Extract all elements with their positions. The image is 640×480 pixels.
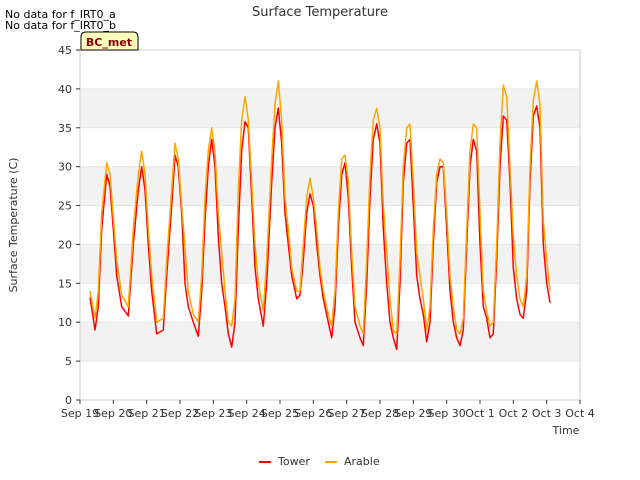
grid-band <box>80 361 580 400</box>
no-data-note-b: No data for f_IRT0_b <box>5 19 117 32</box>
x-tick-label: Sep 30 <box>428 407 466 420</box>
x-tick-label: Sep 24 <box>228 407 266 420</box>
x-tick-label: Sep 28 <box>361 407 399 420</box>
y-tick-label: 45 <box>58 44 72 57</box>
grid-band <box>80 50 580 89</box>
plot-frame <box>79 49 581 401</box>
y-tick-label: 15 <box>58 277 72 290</box>
x-tick-label: Sep 22 <box>161 407 199 420</box>
y-tick-label: 5 <box>65 355 72 368</box>
grid-band <box>80 166 580 206</box>
x-tick-label: Oct 2 <box>499 407 529 420</box>
y-tick-label: 20 <box>58 238 72 251</box>
grid-bands <box>80 50 580 400</box>
x-tick-label: Sep 21 <box>128 407 166 420</box>
x-tick-label: Sep 29 <box>394 407 432 420</box>
grid-band <box>80 244 580 284</box>
chart-title: Surface Temperature <box>252 5 388 20</box>
x-tick-label: Sep 26 <box>294 407 332 420</box>
x-tick-label: Sep 25 <box>261 407 299 420</box>
y-tick-label: 40 <box>58 83 72 96</box>
y-tick-label: 30 <box>58 161 72 174</box>
grid-band <box>80 88 580 128</box>
x-tick-label: Sep 19 <box>61 407 99 420</box>
grid-band <box>80 127 580 167</box>
bc-met-badge-label: BC_met <box>86 36 132 49</box>
bc-met-badge: BC_met <box>80 31 139 51</box>
y-tick-label: 35 <box>58 122 72 135</box>
legend-label-arable: Arable <box>344 455 380 468</box>
legend-label-tower: Tower <box>277 455 310 468</box>
x-tick-label: Sep 23 <box>194 407 232 420</box>
series-lines <box>89 80 551 351</box>
y-tick-label: 10 <box>58 316 72 329</box>
y-axis-ticks: 0 5 10 15 20 25 30 35 40 45 <box>58 44 80 407</box>
x-tick-label: Sep 27 <box>328 407 366 420</box>
plot-border <box>79 49 581 401</box>
no-data-note-a: No data for f_IRT0_a <box>5 8 116 21</box>
legend: Tower Arable <box>259 455 380 468</box>
x-tick-label: Oct 3 <box>532 407 562 420</box>
y-tick-label: 25 <box>58 200 72 213</box>
x-tick-label: Oct 4 <box>565 407 595 420</box>
x-tick-label: Sep 20 <box>94 407 132 420</box>
y-axis-label: Surface Temperature (C) <box>7 158 20 293</box>
series-line-arable <box>89 80 551 335</box>
x-tick-label: Oct 1 <box>465 407 495 420</box>
grid-band <box>80 205 580 245</box>
y-tick-label: 0 <box>65 394 72 407</box>
x-axis-label: Time <box>552 424 580 437</box>
